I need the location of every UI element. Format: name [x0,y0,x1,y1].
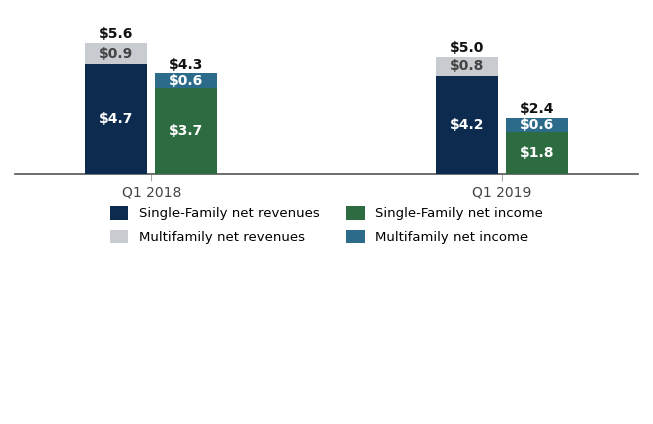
Bar [436,76,498,174]
Text: $0.6: $0.6 [169,73,204,87]
Text: $0.8: $0.8 [449,59,484,73]
Text: $0.9: $0.9 [99,47,133,61]
Text: $2.4: $2.4 [520,102,554,116]
Text: $5.6: $5.6 [99,27,133,41]
Bar [505,118,568,132]
Text: $4.7: $4.7 [99,112,133,126]
Text: $1.8: $1.8 [520,146,554,160]
Bar [155,87,217,174]
Legend: Single-Family net revenues, Multifamily net revenues, Single-Family net income, : Single-Family net revenues, Multifamily … [110,206,543,244]
Text: $3.7: $3.7 [169,124,204,138]
Text: $0.6: $0.6 [520,118,554,132]
Text: $4.3: $4.3 [169,58,204,72]
Bar [505,132,568,174]
Bar [85,64,148,174]
Bar [436,57,498,76]
Bar [85,43,148,64]
Bar [155,73,217,87]
Text: $4.2: $4.2 [449,118,484,132]
Text: $5.0: $5.0 [449,41,484,55]
